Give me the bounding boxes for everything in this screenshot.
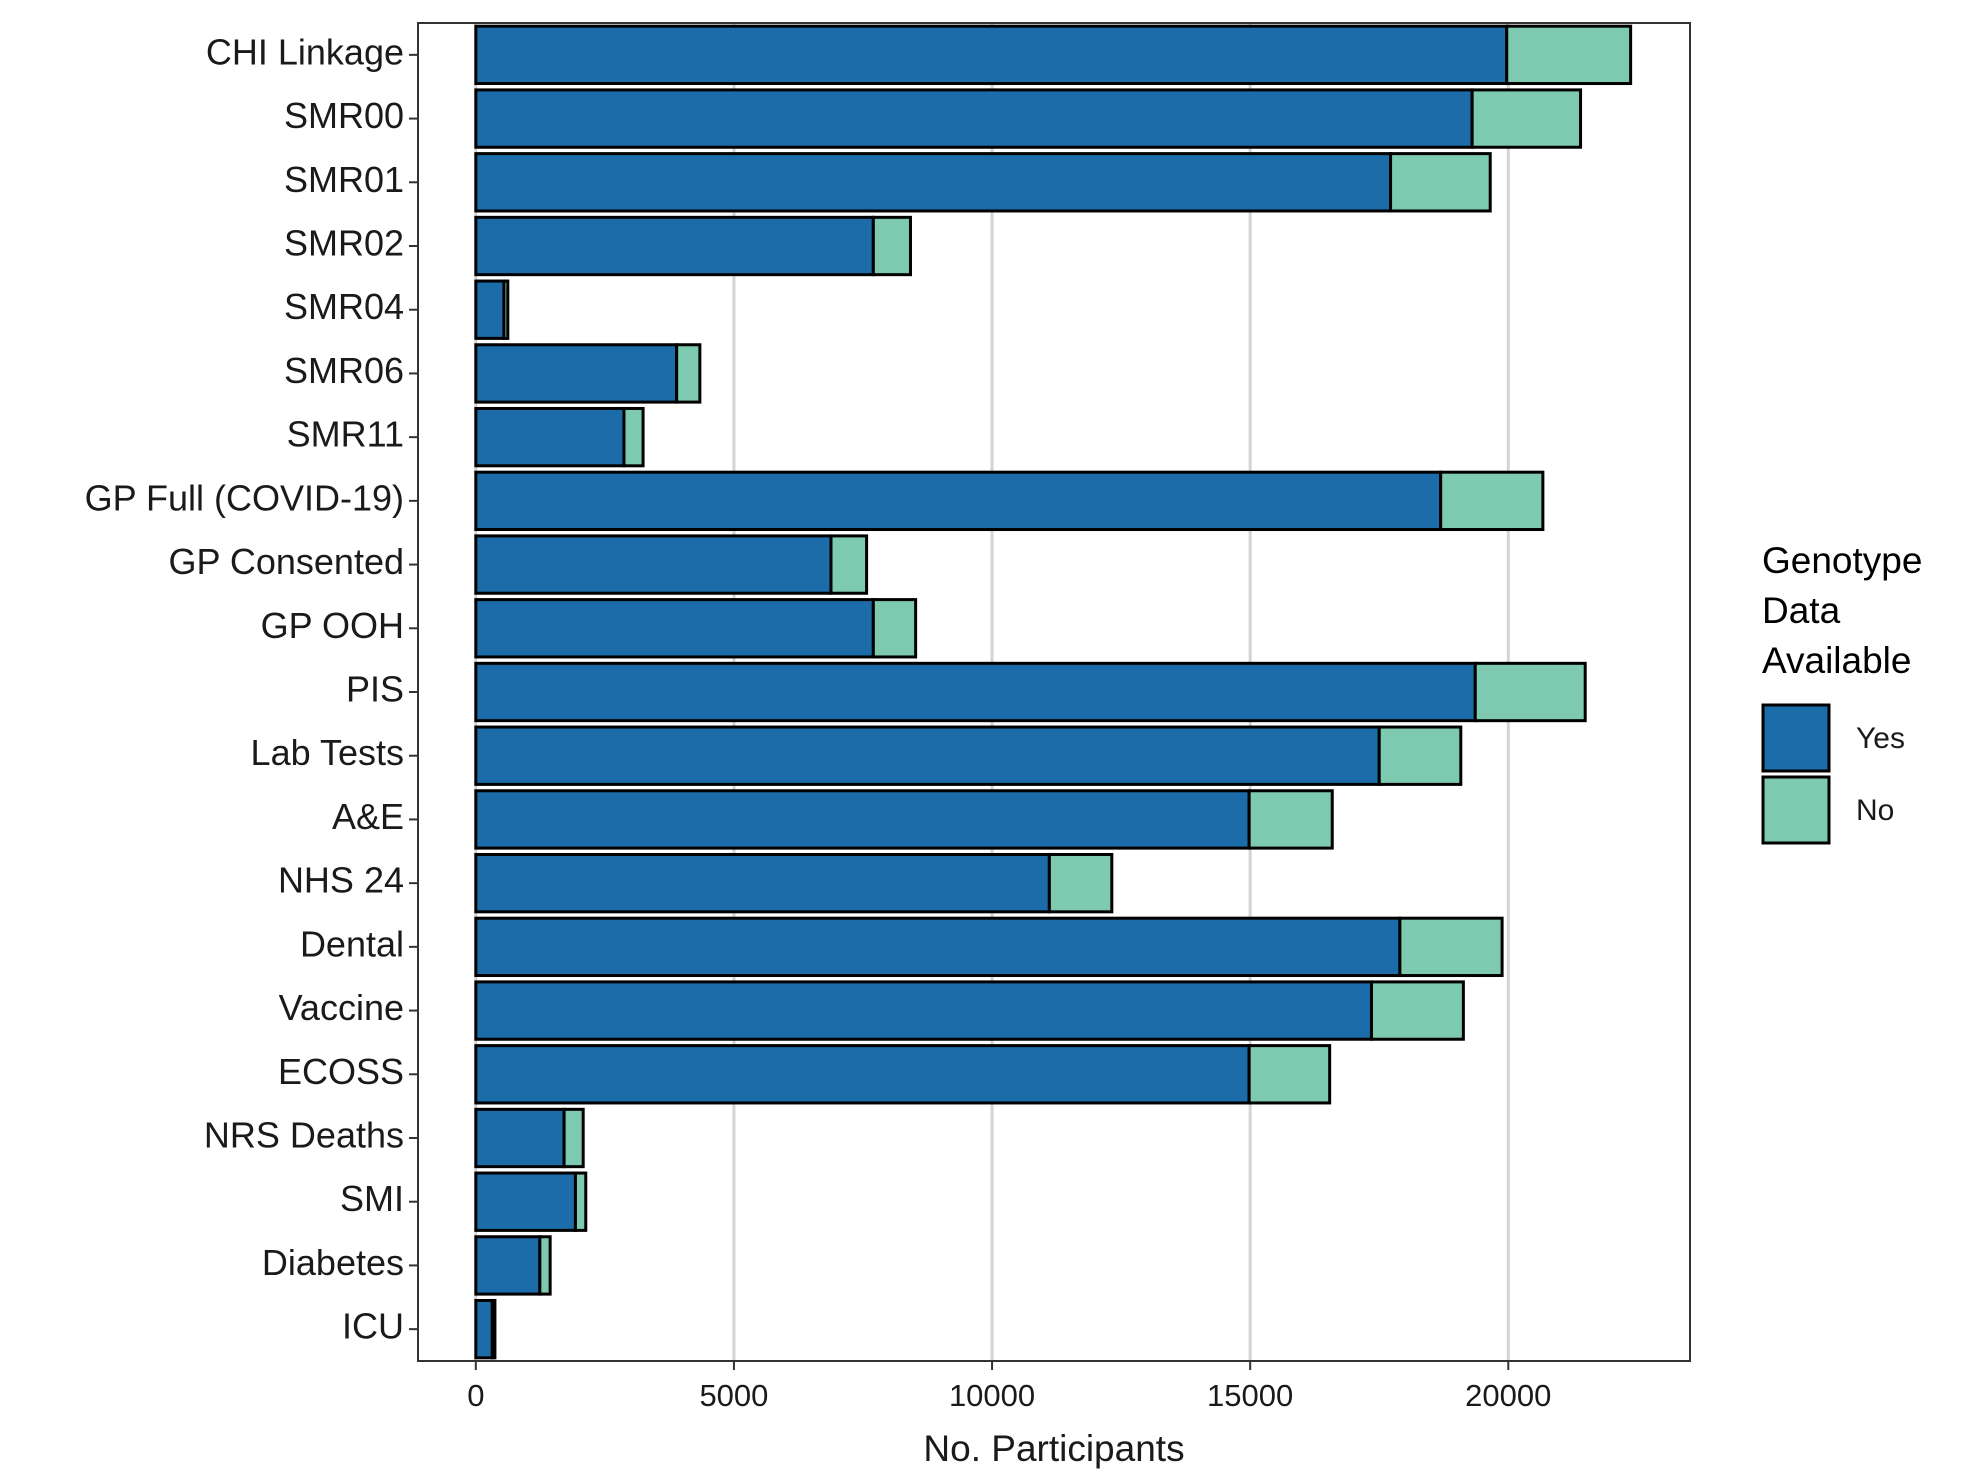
bar-segment bbox=[474, 1107, 566, 1169]
bar-segment bbox=[474, 725, 1381, 786]
panel-border bbox=[417, 22, 1691, 1362]
legend-key bbox=[1761, 703, 1831, 773]
bar-segment bbox=[474, 534, 833, 595]
bar-segment bbox=[474, 852, 1051, 914]
bar-segment bbox=[675, 343, 702, 404]
legend-label: No bbox=[1856, 794, 1894, 827]
bar-segment bbox=[474, 980, 1373, 1041]
bar-segment bbox=[1439, 470, 1545, 532]
bar-segment bbox=[573, 1171, 588, 1232]
bar-segment bbox=[474, 916, 1402, 978]
bar-segment bbox=[474, 598, 875, 659]
y-tick-label: Dental bbox=[300, 923, 404, 964]
y-tick-label: NRS Deaths bbox=[204, 1115, 404, 1156]
x-tick-label: 20000 bbox=[1465, 1378, 1551, 1413]
y-tick-label: SMR00 bbox=[284, 95, 404, 136]
bar-segment bbox=[562, 1107, 585, 1169]
y-tick-label: GP Consented bbox=[169, 541, 405, 582]
bar-segment bbox=[474, 789, 1251, 850]
bar-segment bbox=[871, 215, 912, 277]
legend-title: Genotype Data Available bbox=[1762, 540, 1923, 681]
bar-segment bbox=[474, 88, 1474, 149]
legend-label: Yes bbox=[1856, 722, 1905, 755]
y-tick-label: NHS 24 bbox=[278, 860, 404, 901]
bar-segment bbox=[1473, 661, 1587, 723]
bar-segment bbox=[474, 215, 875, 277]
bar-segment bbox=[474, 1298, 494, 1360]
bar-segment bbox=[474, 661, 1477, 723]
bar-segment bbox=[1377, 725, 1463, 786]
y-tick-label: GP OOH bbox=[261, 605, 404, 646]
y-tick-label: PIS bbox=[346, 669, 404, 710]
bar-segment bbox=[871, 598, 918, 659]
y-tick-label: Vaccine bbox=[279, 987, 404, 1028]
bar-segment bbox=[1047, 852, 1114, 914]
bar-segment bbox=[1247, 1044, 1332, 1105]
bar-segment bbox=[474, 1171, 577, 1232]
y-tick-label: CHI Linkage bbox=[206, 31, 404, 72]
bar-segment bbox=[474, 1044, 1251, 1105]
bar-segment bbox=[1247, 789, 1334, 850]
bar-segment bbox=[490, 1298, 497, 1360]
x-axis-title: No. Participants bbox=[923, 1428, 1184, 1469]
y-tick-label: Lab Tests bbox=[251, 732, 404, 773]
y-tick-label: SMR04 bbox=[284, 286, 404, 327]
y-tick-label: Diabetes bbox=[262, 1242, 404, 1283]
bar-segment bbox=[1470, 88, 1583, 149]
bar-segment bbox=[622, 406, 645, 468]
bar-segment bbox=[474, 406, 626, 468]
y-tick-label: GP Full (COVID-19) bbox=[85, 477, 404, 518]
bar-segment bbox=[474, 279, 506, 340]
y-tick-label: SMI bbox=[340, 1178, 404, 1219]
bar-segment bbox=[538, 1235, 552, 1296]
y-tick-label: ECOSS bbox=[278, 1051, 404, 1092]
bar-segment bbox=[474, 24, 1509, 86]
bar-segment bbox=[1505, 24, 1633, 86]
bar-segment bbox=[829, 534, 869, 595]
x-tick-label: 15000 bbox=[1207, 1378, 1293, 1413]
bar-segment bbox=[1389, 152, 1492, 213]
bar-segment bbox=[474, 343, 679, 404]
y-tick-label: A&E bbox=[332, 796, 404, 837]
bar-segment bbox=[502, 279, 510, 340]
bar-segment bbox=[474, 1235, 542, 1296]
bar-segment bbox=[474, 470, 1443, 532]
x-tick-label: 5000 bbox=[699, 1378, 768, 1413]
y-tick-label: SMR01 bbox=[284, 159, 404, 200]
legend-key bbox=[1761, 775, 1831, 845]
bar-segment bbox=[1398, 916, 1504, 978]
x-tick-label: 10000 bbox=[949, 1378, 1035, 1413]
y-tick-label: SMR06 bbox=[284, 350, 404, 391]
y-tick-label: SMR02 bbox=[284, 223, 404, 264]
bar-segment bbox=[1369, 980, 1465, 1041]
bar-segment bbox=[474, 152, 1393, 213]
y-tick-label: ICU bbox=[342, 1306, 404, 1347]
x-tick-label: 0 bbox=[467, 1378, 484, 1413]
y-tick-label: SMR11 bbox=[287, 414, 404, 455]
